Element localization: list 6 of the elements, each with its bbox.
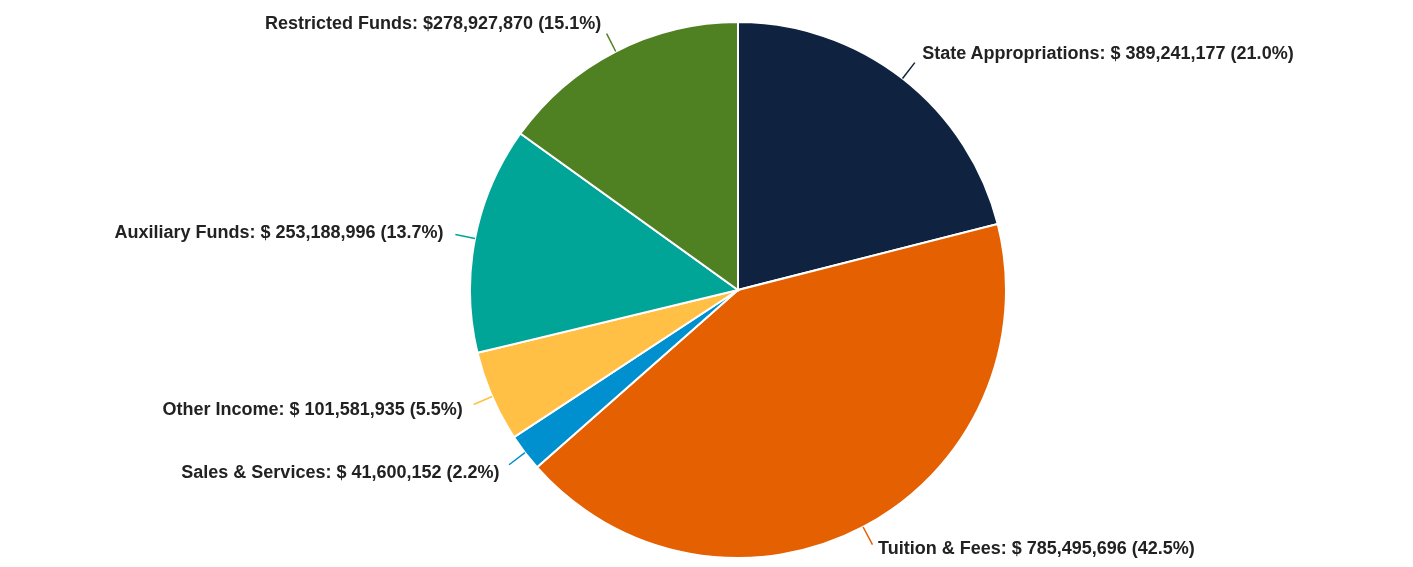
slice-label: Other Income: $ 101,581,935 (5.5%) bbox=[162, 399, 463, 420]
slice-label: Tuition & Fees: $ 785,495,696 (42.5%) bbox=[878, 538, 1195, 558]
slice-label: Auxiliary Funds: $ 253,188,996 (13.7%) bbox=[114, 222, 444, 243]
slice-label: Sales & Services: $ 41,600,152 (2.2%) bbox=[181, 462, 500, 483]
slice-label: State Appropriations: $ 389,241,177 (21.0%) bbox=[922, 43, 1294, 64]
slice-label: Restricted Funds: $278,927,870 (15.1%) bbox=[265, 13, 602, 34]
